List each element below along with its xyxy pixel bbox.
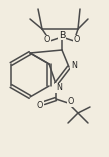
Text: O: O: [44, 35, 50, 44]
Text: N: N: [71, 62, 77, 70]
Text: O: O: [74, 35, 80, 44]
Text: N: N: [56, 84, 62, 92]
Text: O: O: [37, 100, 43, 109]
Text: O: O: [68, 97, 74, 106]
Text: B: B: [59, 30, 65, 40]
